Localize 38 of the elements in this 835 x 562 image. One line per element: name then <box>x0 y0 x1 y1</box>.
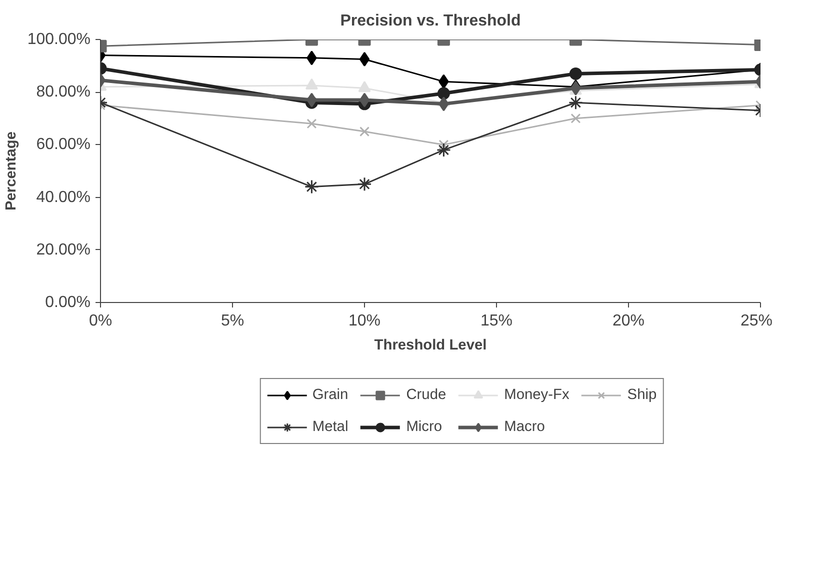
point <box>438 74 449 89</box>
legend-label: Crude <box>406 387 446 403</box>
x-tick-label: 0% <box>88 312 112 330</box>
x-tick-label: 25% <box>740 312 773 330</box>
legend-label: Grain <box>312 387 348 403</box>
point <box>436 142 451 158</box>
point <box>357 176 372 192</box>
y-axis-title: Percentage <box>3 131 20 211</box>
legend-label: Ship <box>627 387 657 403</box>
y-tick-label: 100.00% <box>27 31 91 48</box>
x-tick-label: 15% <box>480 312 513 330</box>
legend-label: Money-Fx <box>504 387 570 403</box>
x-axis-title: Threshold Level <box>374 338 487 354</box>
y-tick-label: 80.00% <box>36 84 90 101</box>
point <box>438 140 449 150</box>
x-tick-label: 20% <box>612 312 645 330</box>
x-tick-label: 5% <box>220 312 244 330</box>
point <box>437 87 450 100</box>
point <box>304 180 319 194</box>
point <box>306 50 317 66</box>
point <box>306 118 317 129</box>
legend-label: Micro <box>406 419 442 435</box>
legend-label: Metal <box>312 419 348 435</box>
y-tick-label: 40.00% <box>36 188 90 206</box>
point <box>569 67 582 80</box>
x-tick-label: 10% <box>348 312 381 330</box>
legend-label: Macro <box>504 419 545 435</box>
point <box>360 126 370 137</box>
point <box>306 92 317 108</box>
y-tick-label: 60.00% <box>36 136 90 154</box>
point <box>359 92 370 108</box>
chart-title: Precision vs. Threshold <box>340 12 521 30</box>
y-tick-label: 20.00% <box>36 241 90 258</box>
point <box>570 113 581 124</box>
point <box>438 96 449 112</box>
point <box>568 95 583 110</box>
point <box>359 52 370 66</box>
y-tick-label: 0.00% <box>45 294 91 311</box>
